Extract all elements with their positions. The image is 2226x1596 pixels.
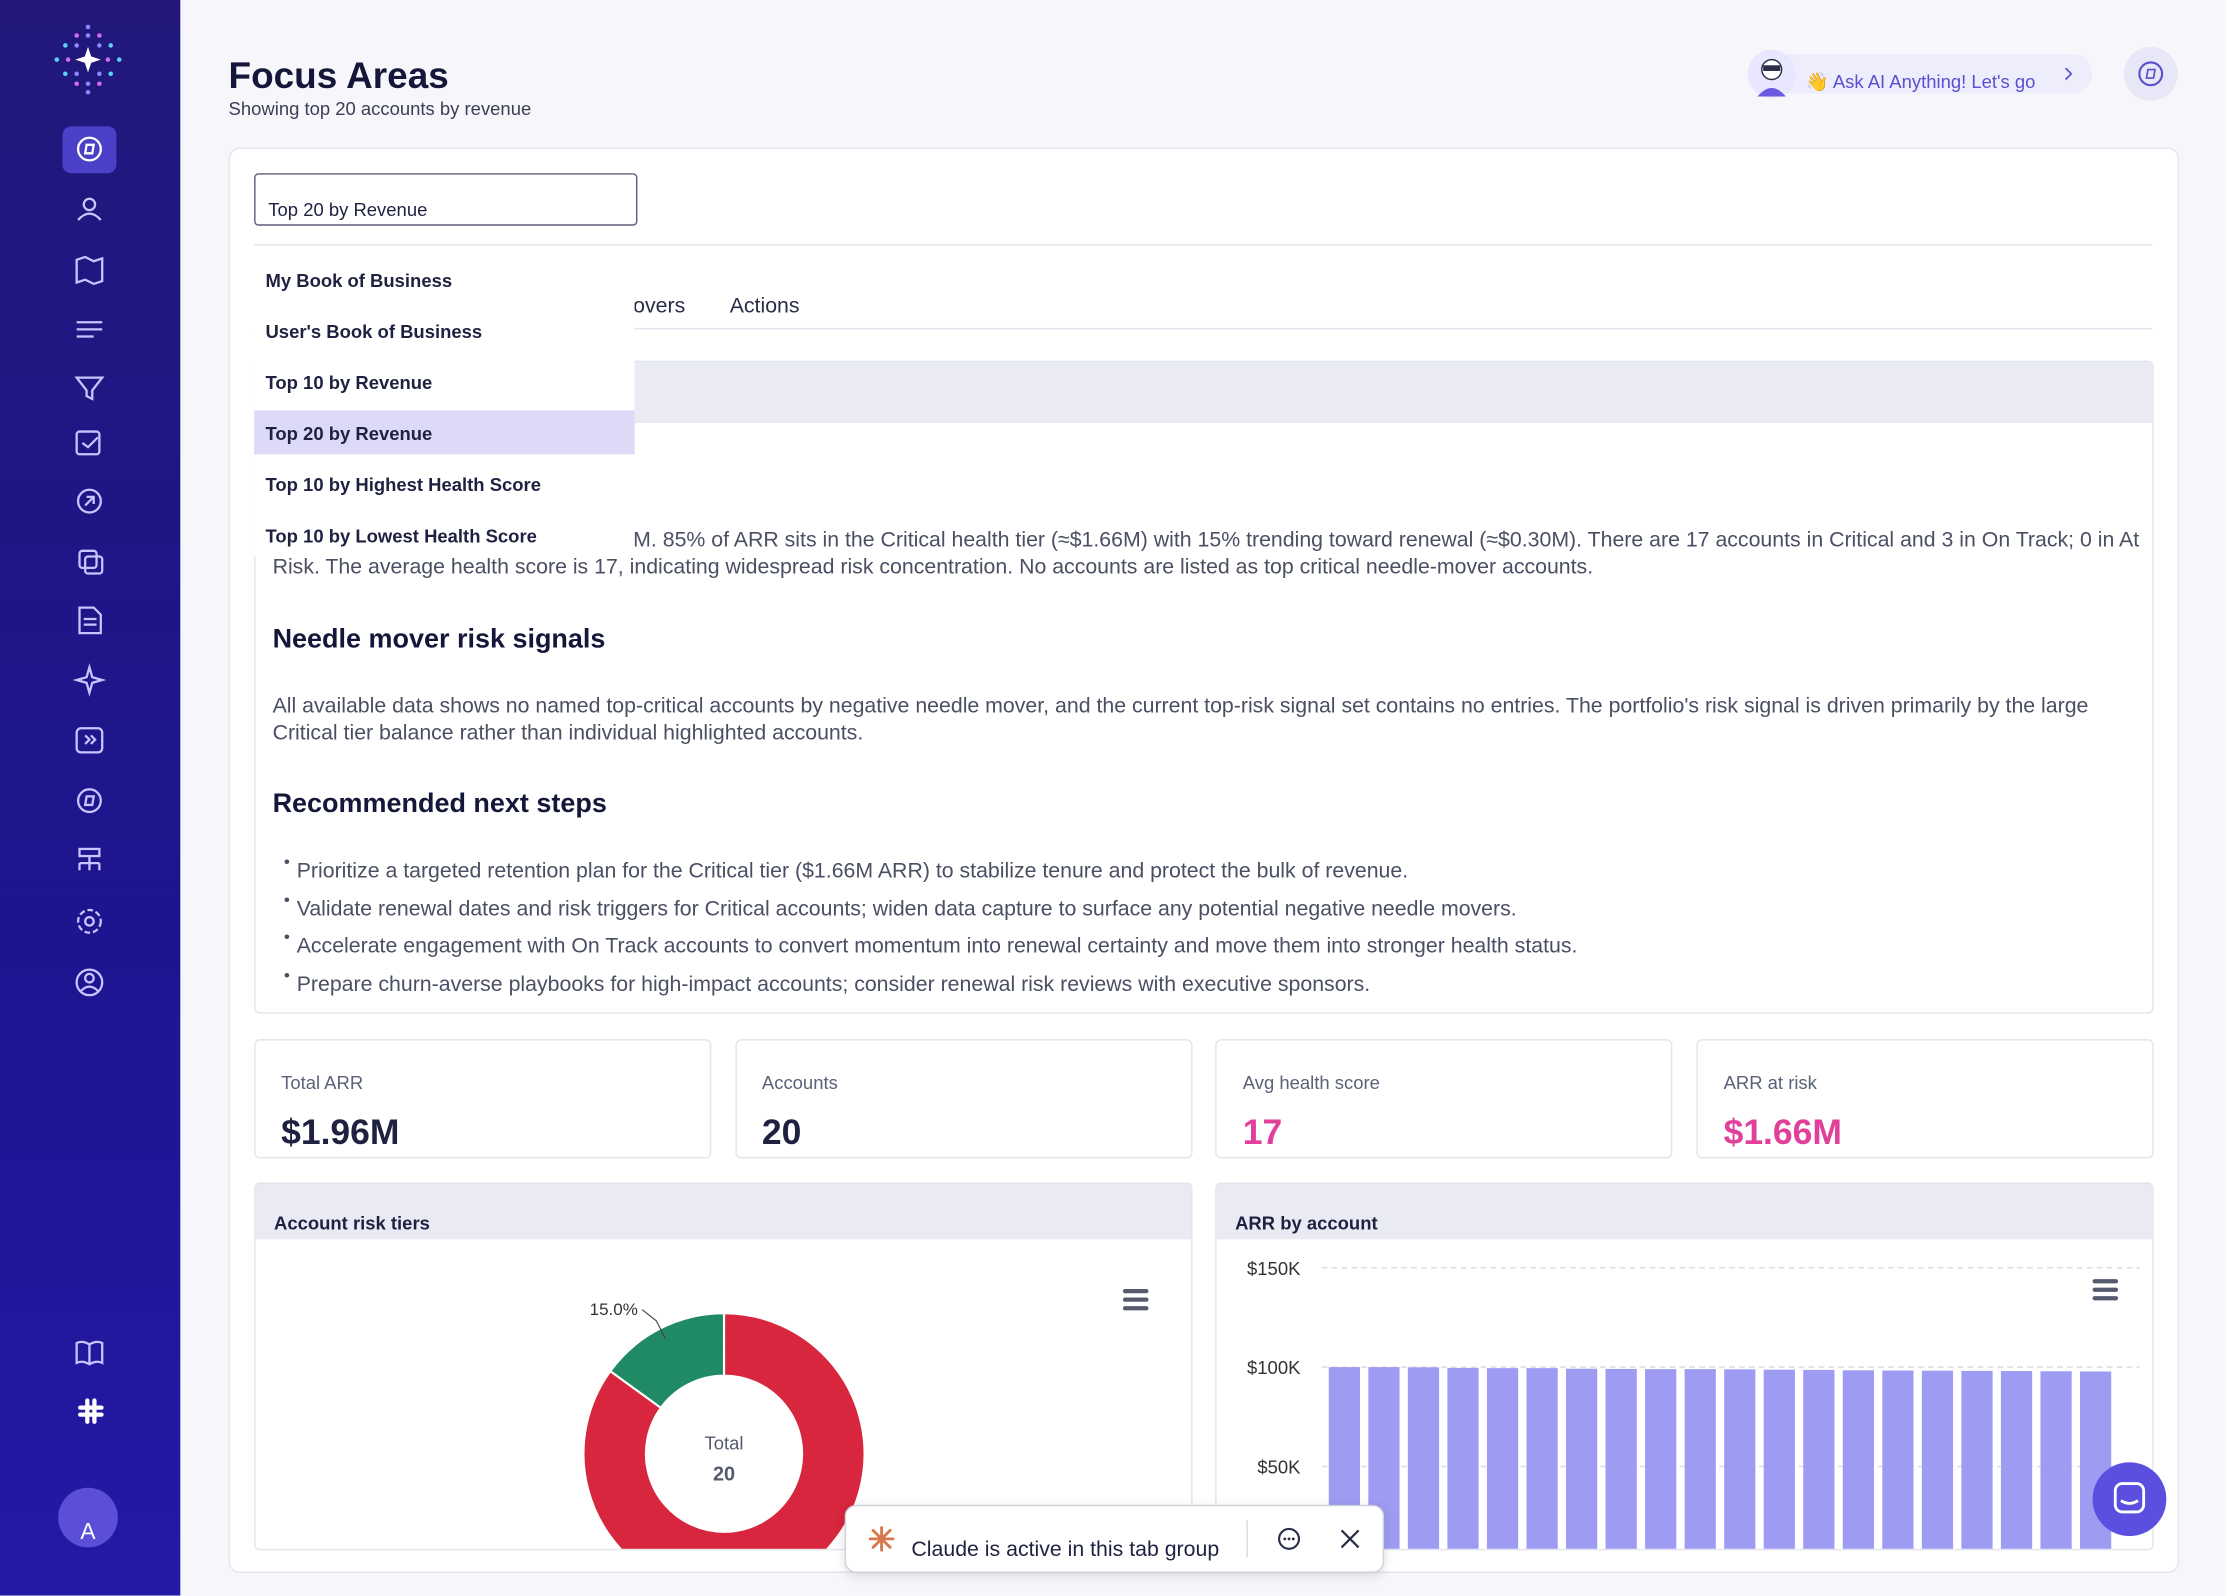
bar [1526,1368,1558,1549]
tab[interactable]: Actions [729,293,800,318]
bar-chart: $50K $100K $150K [1247,1258,2140,1549]
kpi-label: Avg health score [1242,1071,1380,1094]
close-button[interactable] [1337,1526,1363,1552]
bar [1803,1369,1835,1549]
chevron [2064,67,2073,81]
sidebar-icons: A [54,24,122,1548]
kpi-label: ARR at risk [1723,1071,1817,1094]
avatar-initial: A [80,1518,96,1544]
kpi-value: $1.96M [281,1112,400,1153]
page-title: Focus Areas [228,53,449,97]
bar [1842,1370,1874,1549]
step-item: Prioritize a targeted retention plan for… [284,852,1408,883]
summary-text: Risk. The average health score is 17, in… [272,555,1594,580]
account-selector[interactable]: Top 20 by Revenue [254,173,638,226]
dropdown-option[interactable]: Top 20 by Revenue [254,410,635,455]
bar [1684,1369,1716,1549]
kpi-value: 20 [761,1112,802,1153]
banner-text: Claude is active in this tab group [911,1537,1220,1562]
chart-card: ARR by account $50K $100K $150K [1215,1182,2154,1551]
bar [2000,1371,2033,1549]
avatar[interactable] [58,1487,118,1548]
step-item: Accelerate engagement with On Track acco… [284,927,1577,958]
summary-text: M. 85% of ARR sits in the Critical healt… [633,528,2140,553]
dropdown-option[interactable]: Top 10 by Highest Health Score [265,474,542,496]
sidebar: A [0,0,181,1596]
kpi-card: Total ARR $1.96M [254,1039,712,1159]
chat-button[interactable] [1275,1525,1303,1553]
support-chat[interactable] [2092,1462,2167,1537]
chart-title: Account risk tiers [273,1212,430,1234]
separator [1246,1520,1248,1558]
label-connector [641,1309,666,1339]
menu-icon [2092,1287,2119,1292]
bar [1447,1367,1479,1549]
kpi-label: Accounts [761,1071,838,1094]
risk-text: All available data shows no named top-cr… [272,694,2089,746]
menu-icon [2092,1296,2119,1301]
donut-segment [582,1312,866,1549]
chart-title: ARR by account [1235,1212,1378,1234]
logo [54,24,122,95]
y-tick-label: $150K [1247,1258,1301,1279]
nav-icons[interactable] [72,136,107,1366]
dropdown-option[interactable]: User's Book of Business [265,320,483,343]
section-heading: Recommended next steps [272,789,607,820]
bar [1486,1368,1519,1549]
active-nav[interactable] [62,126,117,174]
ask-ai-button[interactable]: 👋 Ask AI Anything! Let's go [1747,49,2093,98]
dropdown-option[interactable]: My Book of Business [265,269,453,292]
ai-avatar [1747,49,1796,98]
claude-banner: Claude is active in this tab group [844,1504,1385,1573]
step-item: Validate renewal dates and risk triggers… [284,889,1517,920]
bar [1961,1370,1993,1549]
ask-ai-label: 👋 Ask AI Anything! Let's go [1805,70,2036,93]
step-item: Prepare churn-averse playbooks for high-… [284,965,1370,996]
menu-icon [1122,1306,1149,1311]
dropdown: My Book of Business User's Book of Busine… [254,248,635,557]
tabs-underline [254,327,2153,330]
donut-segment [608,1312,726,1410]
kpi-card: Avg health score 17 [1215,1039,1673,1159]
section-heading: Needle mover risk signals [272,624,606,655]
dropdown-option[interactable]: Top 10 by Revenue [265,371,433,394]
page-subtitle: Showing top 20 accounts by revenue [228,97,532,120]
menu-icon [1122,1297,1149,1302]
bar [2040,1371,2072,1549]
menu-icon [2092,1279,2119,1284]
y-tick-label: $50K [1257,1457,1301,1478]
center-label: Total [705,1432,744,1453]
slack-icon[interactable] [78,1398,104,1424]
center-value: 20 [713,1464,735,1486]
data-label: 15.0% [590,1300,638,1319]
divider [254,244,2153,246]
bar [1566,1368,1598,1549]
compass-button[interactable] [2122,45,2179,102]
menu-icon [1122,1289,1149,1294]
kpi-value: 17 [1242,1112,1283,1153]
kpi-label: Total ARR [281,1071,364,1094]
bar [1407,1367,1440,1549]
kpi-card: Accounts 20 [734,1039,1193,1159]
bar [1605,1368,1637,1549]
kpi-card: ARR at risk $1.66M [1696,1039,2154,1159]
donut-chart: 15.0% Total 20 [582,1289,1149,1549]
bar [1882,1370,1914,1549]
bar [1645,1369,1677,1549]
chart-card: Account risk tiers 15.0% Total 20 [254,1182,1193,1551]
bar [1763,1369,1795,1549]
dropdown-option[interactable]: Top 10 by Lowest Health Score [265,525,537,547]
bar [1724,1369,1756,1549]
tab[interactable]: overs [633,293,686,318]
selected-option: Top 20 by Revenue [268,198,428,221]
chart-header: Account risk tiers [255,1183,1192,1240]
claude-icon [868,1526,895,1552]
y-tick-label: $100K [1247,1357,1301,1378]
kpi-value: $1.66M [1723,1112,1842,1153]
chart-header: ARR by account [1216,1183,2153,1240]
bar [1921,1370,1954,1549]
